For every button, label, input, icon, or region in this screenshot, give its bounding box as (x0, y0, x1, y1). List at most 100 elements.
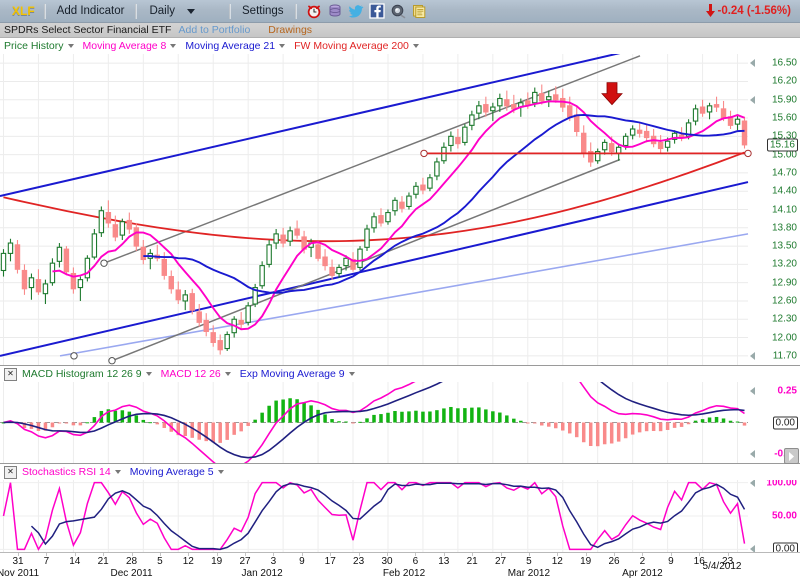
date-tick (727, 553, 729, 556)
stochastics-axis-label: 50.00 (771, 510, 797, 522)
chevron-down-icon[interactable] (67, 44, 74, 48)
drawings-menu[interactable]: Drawings (268, 24, 313, 36)
macd-zero-box: 0.00 (772, 416, 798, 429)
price-axis-label: 11.70 (772, 350, 797, 362)
legend-item-moving-average-21[interactable]: Moving Average 21 (185, 40, 286, 52)
price-axis[interactable]: 16.50 16.20 15.90 15.60 15.30 15.00 14.70 14.40… (750, 54, 800, 365)
price-axis-label: 12.00 (771, 332, 797, 344)
price-chart-pane[interactable]: 16.50 16.20 15.90 15.60 15.30 15.00 14.70 14.40… (0, 54, 800, 365)
webcam-icon[interactable] (390, 3, 406, 19)
legend-item-moving-average-5[interactable]: Moving Average 5 (130, 466, 224, 478)
facebook-icon[interactable] (368, 3, 385, 19)
price-axis-label: 13.50 (771, 240, 797, 252)
chevron-down-icon[interactable] (279, 44, 286, 48)
legend-item-macd[interactable]: MACD 12 26 (161, 368, 231, 380)
legend-item-stochastics-rsi-14[interactable]: Stochastics RSI 14 (22, 466, 121, 478)
legend-label: Moving Average 8 (82, 40, 167, 52)
date-axis-day: 30 (381, 556, 393, 567)
axis-tick-marker (750, 95, 755, 104)
date-tick (585, 553, 587, 556)
date-axis-month: Dec 2011 (110, 568, 153, 579)
date-axis-day: 19 (211, 556, 223, 567)
date-tick (528, 553, 530, 556)
axis-tick-marker (750, 386, 755, 395)
chevron-down-icon[interactable] (145, 372, 152, 376)
add-indicator-button[interactable]: Add Indicator (56, 4, 125, 17)
date-axis-day: 6 (412, 556, 419, 567)
date-tick (74, 553, 76, 556)
price-chart-canvas[interactable] (0, 54, 800, 365)
stochastics-chart-pane[interactable]: 100.00 50.00 0.00 (0, 480, 800, 552)
date-axis-day: 7 (43, 556, 50, 567)
date-tick (301, 553, 303, 556)
chevron-down-icon[interactable] (348, 372, 355, 376)
chevron-down-icon[interactable] (170, 44, 177, 48)
macd-chart-pane[interactable]: 0.25-0.250.00 (0, 382, 800, 463)
date-tick (245, 553, 247, 556)
toolbar-icon-group (297, 3, 427, 19)
notes-icon[interactable] (411, 3, 427, 19)
legend-label: Price History (4, 40, 64, 52)
date-axis-day: 9 (299, 556, 305, 567)
date-tick (188, 553, 190, 556)
date-axis-day: 28 (125, 556, 138, 567)
date-axis-day: 9 (668, 556, 674, 567)
legend-item-price-history[interactable]: Price History (4, 40, 74, 52)
date-tick (216, 553, 218, 556)
date-axis-day: 12 (551, 556, 563, 567)
date-axis[interactable]: 31 7 14 21 28 5 12 19 27 3 9 17 23 30 6 13 21 27 5 12 19 26 2 9… (0, 552, 800, 579)
main-toolbar: XLF Add Indicator Daily Settings (0, 0, 800, 23)
price-axis-label: 12.60 (771, 295, 797, 307)
settings-button[interactable]: Settings (242, 4, 284, 17)
date-tick (699, 553, 701, 556)
price-axis-label: 13.20 (771, 258, 797, 270)
date-axis-day: 19 (580, 556, 592, 567)
price-axis-label: 14.70 (771, 167, 797, 179)
price-axis-label: 16.50 (771, 57, 797, 69)
chevron-down-icon[interactable] (217, 470, 224, 474)
date-axis-month: Jan 2012 (241, 568, 283, 579)
last-date-label: 5/4/2012 (702, 561, 742, 572)
stochastics-chart-canvas[interactable] (0, 480, 800, 552)
chevron-down-icon[interactable] (412, 44, 419, 48)
date-axis-day: 3 (270, 556, 277, 567)
legend-item-macd-histogram[interactable]: MACD Histogram 12 26 9 (22, 368, 152, 380)
date-tick (642, 553, 644, 556)
price-axis-label: 15.30 (771, 130, 797, 142)
down-arrow-icon (705, 4, 716, 18)
axis-tick-marker (750, 351, 755, 360)
date-tick (131, 553, 133, 556)
stochastics-axis[interactable]: 100.00 50.00 0.00 (750, 480, 800, 552)
twitter-icon[interactable] (348, 3, 364, 19)
macd-pane-legend: ✕ MACD Histogram 12 26 9 MACD 12 26 Exp … (0, 366, 800, 382)
legend-item-moving-average-8[interactable]: Moving Average 8 (83, 40, 177, 52)
date-axis-day: 21 (466, 556, 478, 567)
toolbar-separator (135, 3, 138, 19)
database-icon[interactable] (327, 3, 343, 19)
axis-tick-marker (750, 59, 755, 68)
symbol-label: XLF (12, 4, 35, 18)
price-axis-label: 15.90 (771, 94, 797, 106)
legend-label: Moving Average 5 (129, 466, 214, 478)
date-tick (557, 553, 559, 556)
legend-item-fw-moving-average-200[interactable]: FW Moving Average 200 (294, 40, 419, 52)
axis-tick-marker (750, 480, 755, 487)
date-axis-month: Feb 2012 (382, 568, 426, 579)
add-to-portfolio-link[interactable]: Add to Portfolio (178, 24, 251, 36)
close-stochastics-pane-button[interactable]: ✕ (4, 465, 17, 479)
date-tick (387, 553, 388, 556)
scroll-right-button[interactable] (784, 448, 799, 464)
date-axis-day: 2 (639, 556, 646, 567)
chevron-down-icon[interactable] (114, 470, 121, 474)
company-name: SPDRs Select Sector Financial ETF (4, 24, 172, 36)
date-axis-day: 17 (324, 556, 336, 567)
legend-item-exp-moving-average-9[interactable]: Exp Moving Average 9 (240, 368, 355, 380)
chevron-down-icon[interactable] (187, 8, 195, 14)
close-macd-pane-button[interactable]: ✕ (4, 367, 17, 381)
date-tick (358, 553, 360, 556)
period-select-label[interactable]: Daily (149, 5, 175, 17)
chevron-down-icon[interactable] (224, 372, 231, 376)
legend-label: MACD 12 26 (160, 368, 221, 380)
alarm-clock-icon[interactable] (306, 3, 322, 19)
macd-chart-canvas[interactable] (0, 382, 800, 463)
